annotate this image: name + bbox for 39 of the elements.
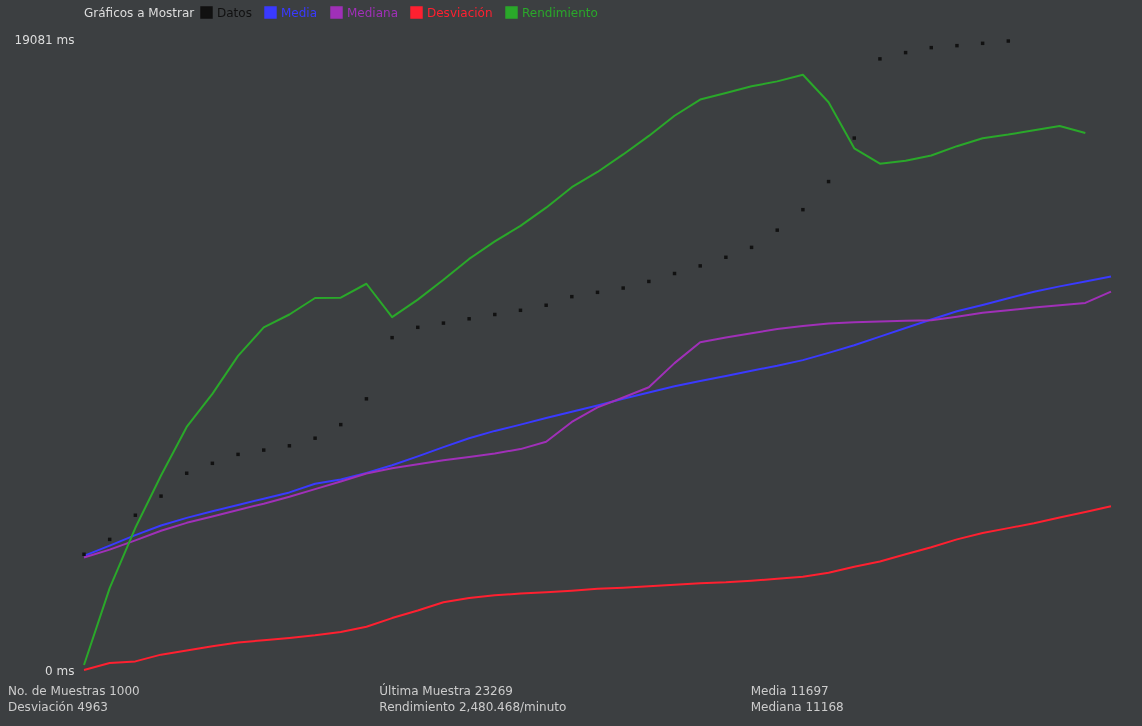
legend-label: Rendimiento [522,5,598,20]
text: Desviación 4963 [8,700,109,714]
point [698,264,702,268]
legend-label: Desviación [427,5,493,20]
text: Media 11697 [750,684,830,698]
point [647,279,651,284]
point [364,397,369,401]
point [878,57,882,61]
point [493,312,497,317]
text: Última Muestra 23269 [379,684,514,698]
point [313,436,317,440]
point [236,452,240,457]
point [82,552,86,556]
legend-label: Media [281,5,318,20]
legend-title: Gráficos a Mostrar [84,6,195,20]
point [801,207,805,212]
point [261,448,266,452]
point [287,444,292,448]
line-series [83,73,1087,667]
point [852,136,856,140]
point [441,321,446,325]
point [570,294,574,299]
point [775,228,779,232]
y-tick-label: 19081 ms [14,32,75,47]
point [955,43,959,48]
point [621,286,625,290]
point [724,255,728,260]
point [1006,39,1011,43]
point [544,303,548,307]
text: Rendimiento 2,480.468/minuto [379,700,568,714]
legend-label: Mediana [347,5,398,20]
text: Mediana 11168 [750,700,845,714]
point [159,494,163,498]
line-series [83,505,1112,671]
y-tick-label: 0 ms [45,663,75,678]
text: No. de Muestras 1000 [8,684,141,698]
point [390,335,394,340]
point [416,325,420,330]
point [467,317,471,321]
